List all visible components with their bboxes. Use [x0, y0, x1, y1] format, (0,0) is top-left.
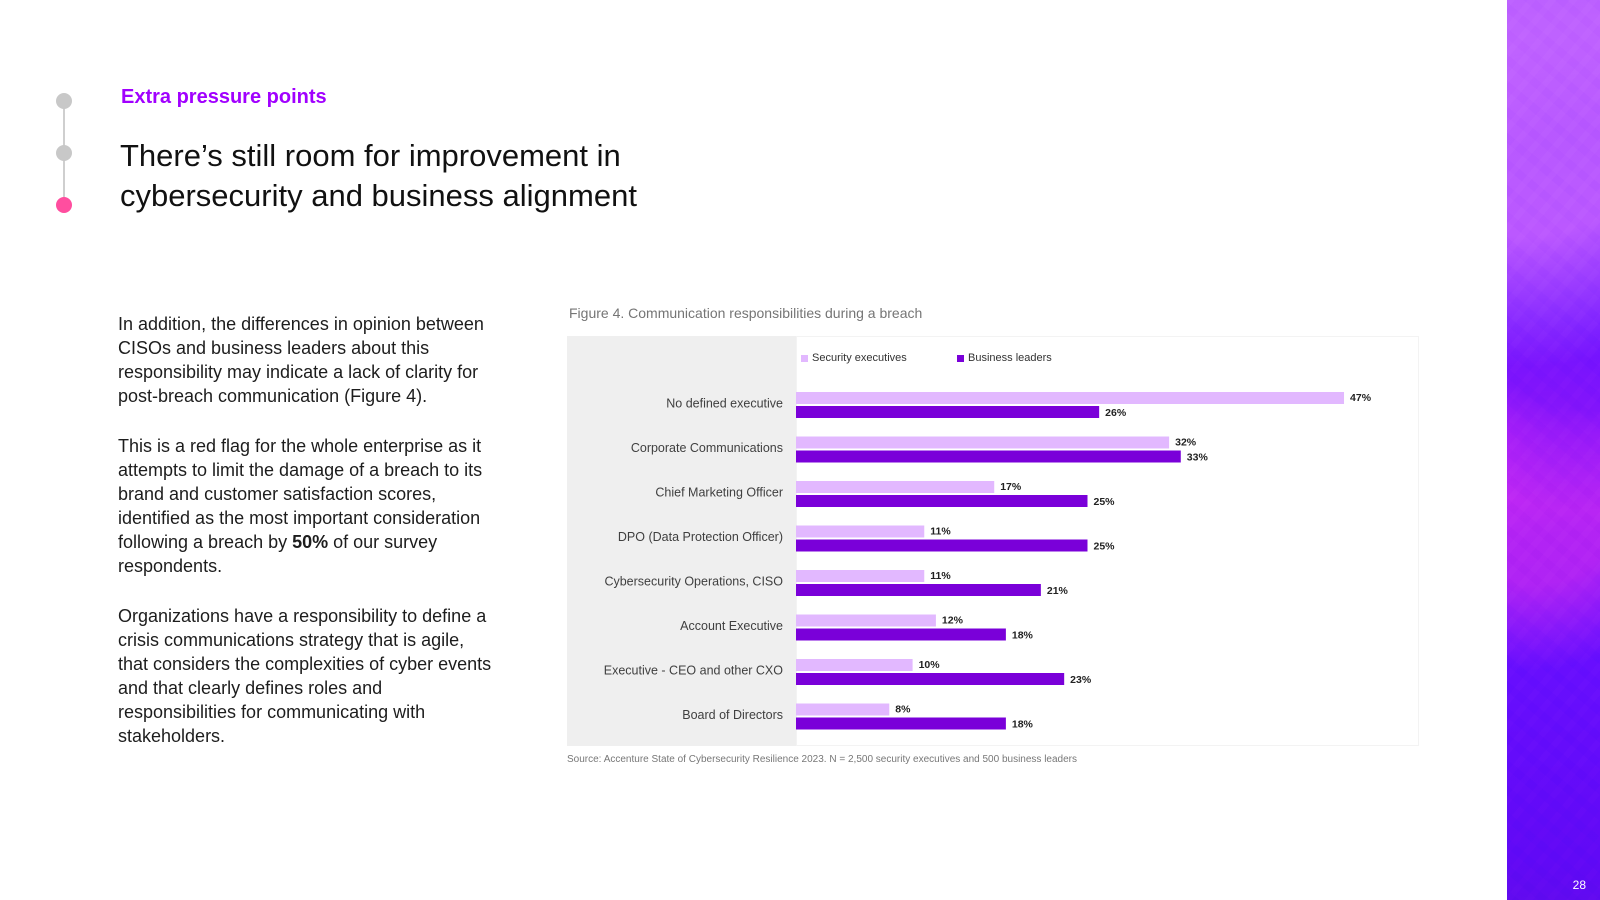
legend-swatch-security-executives: [801, 355, 808, 362]
bar-security-executives-board-of-directors: [796, 703, 890, 716]
value-label-security-executives-dpo-data-protection-officer: 11%: [930, 526, 951, 538]
category-label-cybersecurity-operations-ciso: Cybersecurity Operations, CISO: [604, 574, 783, 588]
category-label-executive-ceo-and-other-cxo: Executive - CEO and other CXO: [604, 663, 784, 677]
bar-security-executives-cybersecurity-operations-ciso: [796, 570, 925, 582]
figure-caption: Figure 4. Communication responsibilities…: [569, 305, 923, 321]
bar-security-executives-no-defined-executive: [796, 392, 1345, 404]
page-number: 28: [1572, 878, 1586, 892]
paragraph-1: In addition, the differences in opinion …: [118, 314, 484, 406]
timeline-dot: [56, 145, 72, 161]
bar-security-executives-dpo-data-protection-officer: [796, 525, 925, 538]
page-title: There’s still room for improvement in cy…: [120, 138, 637, 213]
value-label-security-executives-no-defined-executive: 47%: [1350, 392, 1372, 404]
bar-security-executives-corporate-communications: [796, 436, 1170, 449]
value-label-business-leaders-dpo-data-protection-officer: 25%: [1094, 541, 1116, 553]
timeline-dot: [56, 93, 72, 109]
chart-container: Security executives Business leaders No de…: [567, 336, 1419, 746]
paragraph-3: Organizations have a responsibility to d…: [118, 606, 492, 746]
bar-security-executives-executive-ceo-and-other-cxo: [796, 659, 913, 671]
value-label-business-leaders-executive-ceo-and-other-cxo: 23%: [1070, 674, 1092, 686]
communication-responsibilities-chart: Security executives Business leaders No de…: [604, 352, 1372, 731]
source-note: Source: Accenture State of Cybersecurity…: [567, 754, 1078, 765]
value-label-security-executives-account-executive: 12%: [942, 615, 964, 627]
bar-security-executives-account-executive: [796, 614, 936, 627]
value-label-business-leaders-board-of-directors: 18%: [1012, 719, 1034, 731]
category-label-board-of-directors: Board of Directors: [682, 708, 783, 722]
bar-business-leaders-corporate-communications: [796, 450, 1181, 463]
paragraph-2-emphasis: 50%: [292, 532, 329, 552]
legend-swatch-business-leaders: [957, 355, 964, 362]
value-label-security-executives-cybersecurity-operations-ciso: 11%: [930, 570, 951, 582]
value-label-security-executives-corporate-communications: 32%: [1175, 437, 1197, 449]
body-copy: In addition, the differences in opinion …: [118, 312, 493, 774]
value-label-security-executives-chief-marketing-officer: 17%: [1000, 481, 1022, 493]
value-label-business-leaders-corporate-communications: 33%: [1187, 452, 1209, 464]
category-label-chief-marketing-officer: Chief Marketing Officer: [655, 485, 783, 499]
category-label-corporate-communications: Corporate Communications: [631, 441, 783, 455]
bar-business-leaders-account-executive: [796, 628, 1006, 641]
value-label-security-executives-board-of-directors: 8%: [895, 704, 911, 716]
timeline-dot-active: [56, 197, 72, 213]
paragraph-2: This is a red flag for the whole enterpr…: [118, 434, 493, 578]
paragraph-2-start: This is a red flag for the whole enterpr…: [118, 436, 483, 552]
bar-business-leaders-cybersecurity-operations-ciso: [796, 584, 1041, 596]
legend-label-security-executives: Security executives: [812, 352, 907, 364]
section-kicker: Extra pressure points: [121, 86, 327, 108]
bar-business-leaders-board-of-directors: [796, 717, 1006, 730]
value-label-business-leaders-no-defined-executive: 26%: [1105, 407, 1127, 419]
category-label-dpo-data-protection-officer: DPO (Data Protection Officer): [618, 530, 783, 544]
bar-security-executives-chief-marketing-officer: [796, 481, 995, 493]
decorative-side-art: [1507, 0, 1600, 900]
value-label-business-leaders-cybersecurity-operations-ciso: 21%: [1047, 585, 1069, 597]
value-label-business-leaders-chief-marketing-officer: 25%: [1094, 496, 1116, 508]
bar-business-leaders-executive-ceo-and-other-cxo: [796, 673, 1065, 685]
value-label-business-leaders-account-executive: 18%: [1012, 630, 1034, 642]
paragraph-2-end: of our survey respondents.: [118, 532, 438, 576]
category-label-no-defined-executive: No defined executive: [666, 396, 783, 410]
bar-business-leaders-dpo-data-protection-officer: [796, 539, 1088, 552]
bar-business-leaders-chief-marketing-officer: [796, 495, 1088, 507]
legend-label-business-leaders: Business leaders: [968, 352, 1052, 364]
bar-business-leaders-no-defined-executive: [796, 406, 1100, 418]
category-label-account-executive: Account Executive: [680, 619, 783, 633]
value-label-security-executives-executive-ceo-and-other-cxo: 10%: [919, 659, 941, 671]
